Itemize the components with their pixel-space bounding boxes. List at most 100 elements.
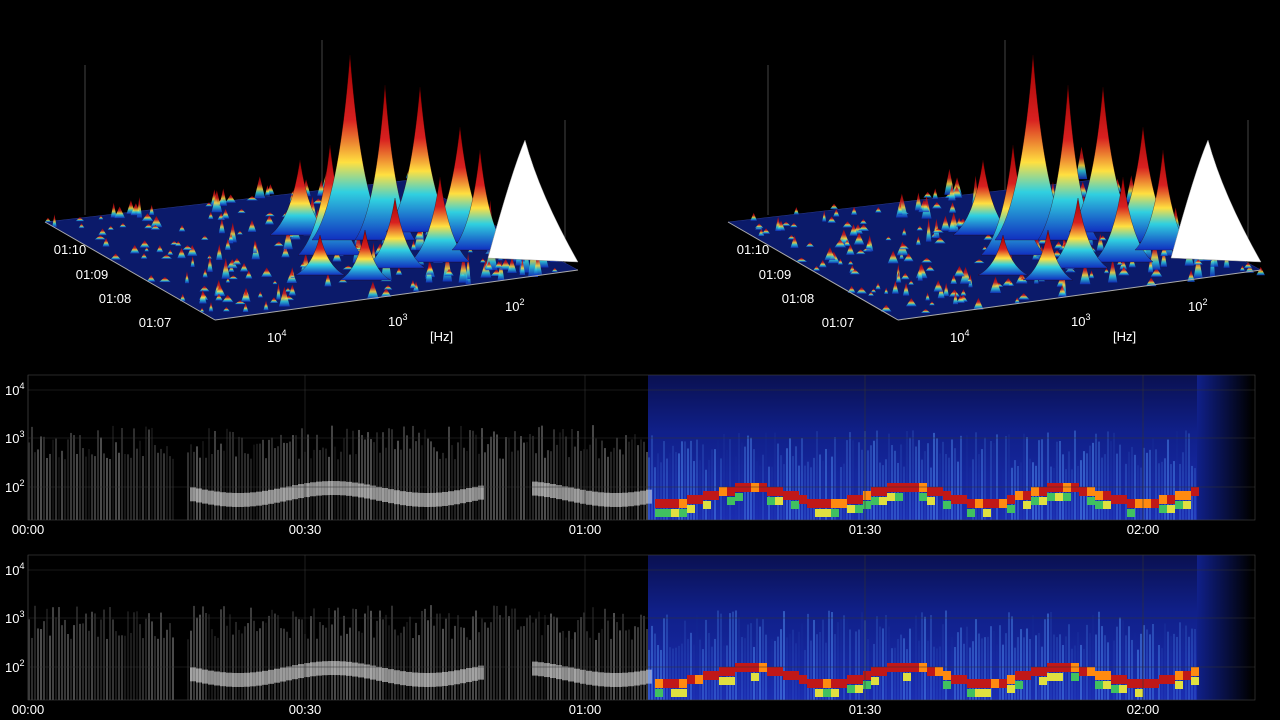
color-band-low — [719, 677, 727, 685]
gray-stripe — [415, 441, 417, 520]
gray-stripe — [646, 629, 648, 700]
color-band — [863, 671, 871, 680]
color-band — [903, 483, 911, 492]
surface-spike — [1193, 252, 1203, 279]
color-stripe — [654, 467, 656, 520]
surface-spike — [948, 202, 957, 213]
gray-stripe — [238, 436, 240, 520]
color-stripe — [1023, 637, 1025, 700]
surface-spike — [851, 206, 858, 215]
gray-stripe — [400, 449, 402, 520]
color-stripe — [1050, 611, 1052, 700]
color-stripe — [1047, 432, 1049, 520]
surface-spike — [141, 213, 154, 222]
surface-spike — [1160, 246, 1168, 257]
color-stripe — [852, 440, 854, 520]
color-band-low — [871, 497, 879, 505]
gray-stripe — [634, 434, 636, 520]
gray-stripe — [538, 427, 540, 520]
surface-spike — [805, 242, 815, 247]
color-band-low — [775, 497, 783, 505]
spectrogram-frame — [27, 374, 1256, 521]
color-stripe — [693, 461, 695, 520]
gray-stripe — [244, 453, 246, 520]
gray-stripe — [286, 443, 288, 520]
surface-spike — [1243, 262, 1253, 269]
surface-spike — [940, 215, 950, 231]
color-stripe — [909, 437, 911, 520]
gray-stripe — [421, 445, 423, 520]
surface-spike — [366, 281, 379, 300]
gray-band — [478, 485, 484, 500]
surface-spike — [846, 244, 855, 255]
surface-spike — [160, 254, 173, 259]
color-stripe — [930, 615, 932, 700]
color-stripe — [861, 612, 863, 700]
gray-stripe — [295, 616, 297, 700]
gray-band — [226, 492, 232, 507]
color-band — [839, 679, 847, 688]
color-stripe — [675, 452, 677, 520]
color-stripe — [885, 614, 887, 700]
gray-stripe — [592, 425, 594, 520]
gray-band — [274, 488, 280, 503]
surface-spike — [242, 303, 249, 312]
gray-stripe — [388, 428, 390, 520]
gray-stripe — [475, 434, 477, 520]
gray-band — [430, 672, 436, 687]
gray-stripe — [505, 605, 507, 700]
gray-stripe — [454, 459, 456, 520]
color-band — [711, 491, 719, 500]
gray-stripe — [442, 452, 444, 520]
gray-stripe — [355, 609, 357, 700]
gray-stripe — [88, 630, 90, 700]
gray-stripe — [46, 608, 48, 700]
gray-stripe — [484, 622, 486, 700]
color-band — [1159, 495, 1167, 504]
surface-spike — [895, 271, 902, 283]
color-stripe — [819, 631, 821, 700]
color-band-low — [823, 509, 831, 517]
color-stripe — [648, 457, 650, 520]
gray-stripe — [625, 435, 627, 520]
gray-stripe — [253, 444, 255, 520]
gray-band — [208, 490, 214, 505]
surface-spike — [1145, 277, 1157, 287]
gray-band — [466, 668, 472, 683]
gray-stripe — [205, 457, 207, 520]
color-band-low — [727, 497, 735, 505]
gray-band — [376, 666, 382, 681]
color-stripe — [747, 435, 749, 520]
time-tick-label: 00:30 — [289, 522, 322, 537]
color-stripe — [702, 444, 704, 520]
color-band-low — [879, 497, 887, 505]
gray-stripe — [457, 442, 459, 520]
gray-stripe — [103, 609, 105, 700]
surface-spike — [973, 259, 985, 264]
gray-stripe — [481, 618, 483, 700]
color-stripe — [1125, 635, 1127, 700]
gray-stripe — [235, 456, 237, 520]
color-stripe — [684, 441, 686, 520]
gray-stripe — [76, 606, 78, 700]
color-band-low — [1007, 505, 1015, 513]
color-stripe — [666, 614, 668, 700]
time-tick-label: 01:10 — [737, 242, 770, 257]
color-band — [1023, 491, 1031, 500]
surface-spike — [903, 253, 914, 262]
color-stripe — [813, 457, 815, 520]
gray-stripe — [217, 449, 219, 520]
color-stripe — [1143, 625, 1145, 700]
gray-band — [604, 672, 610, 687]
gray-band — [334, 481, 340, 496]
gray-stripe — [619, 449, 621, 520]
gray-stripe — [151, 621, 153, 700]
surface-spike — [923, 191, 932, 198]
gray-band — [580, 669, 586, 684]
surface-spike — [413, 281, 419, 292]
gray-stripe — [121, 635, 123, 700]
gray-stripe — [541, 425, 543, 520]
surface-spike — [380, 288, 392, 297]
gray-stripe — [151, 427, 153, 520]
color-stripe — [690, 632, 692, 700]
